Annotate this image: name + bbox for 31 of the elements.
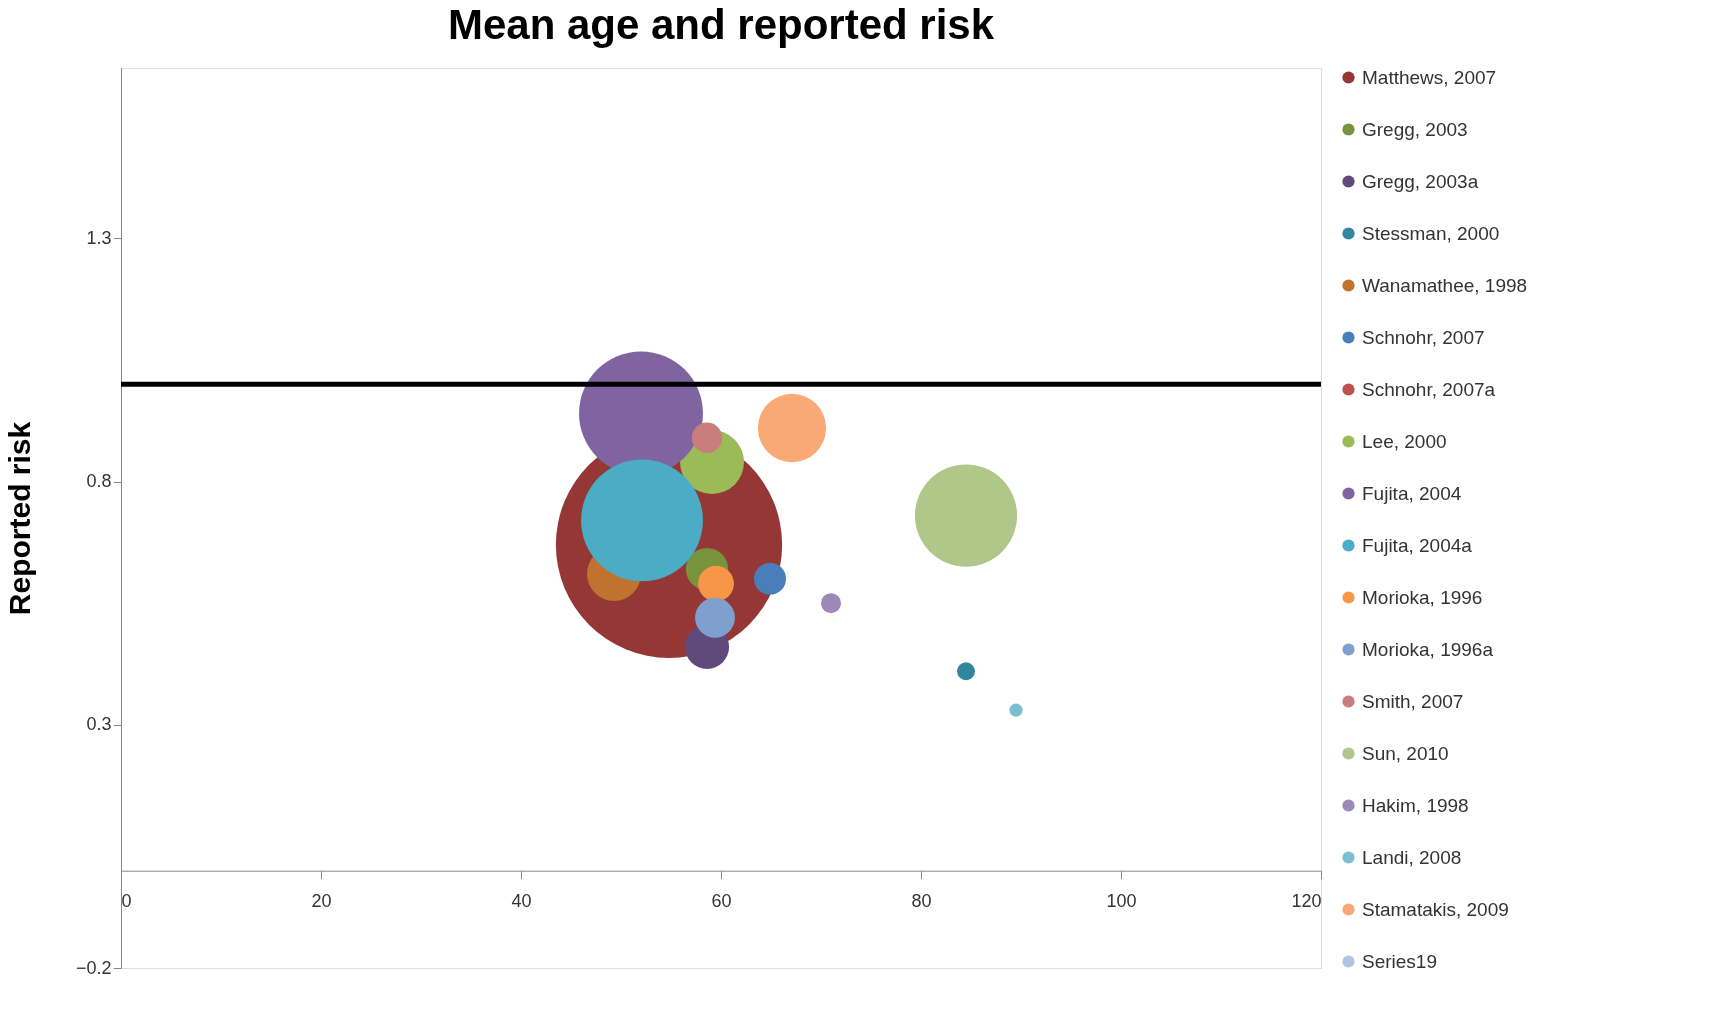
legend-label: Morioka, 1996a [1362,638,1494,660]
legend-label: Morioka, 1996 [1362,586,1483,608]
legend-label: Schnohr, 2007a [1362,378,1496,400]
x-tick-label: 80 [911,891,932,912]
chart-title: Mean age and reported risk [447,1,995,48]
legend-label: Fujita, 2004a [1362,534,1473,556]
legend-label: Sun, 2010 [1362,742,1449,764]
legend-label: Gregg, 2003 [1362,118,1468,140]
y-tick-label: 1.3 [86,227,112,248]
x-tick-label: 40 [511,891,532,912]
legend-label: Wanamathee, 1998 [1362,274,1528,296]
legend-label: Series19 [1362,950,1437,972]
x-tick-label: 0 [121,891,132,912]
x-tick-label: 120 [1291,891,1322,912]
x-tick-label: 20 [311,891,332,912]
y-tick-label: −0.2 [75,957,112,978]
legend-label: Stessman, 2000 [1362,222,1500,244]
legend-label: Stamatakis, 2009 [1362,898,1509,920]
legend-label: Gregg, 2003a [1362,170,1479,192]
y-tick-label: 0.8 [86,471,112,492]
legend-label: Hakim, 1998 [1362,794,1469,816]
legend-label: Fujita, 2004 [1362,482,1462,504]
legend-label: Landi, 2008 [1362,846,1462,868]
y-tick-label: 0.3 [86,714,112,735]
legend-label: Lee, 2000 [1362,430,1447,452]
x-tick-label: 60 [711,891,732,912]
x-tick-label: 100 [1106,891,1137,912]
legend-label: Matthews, 2007 [1362,66,1497,88]
y-axis-title: Reported risk [2,421,36,616]
legend-label: Schnohr, 2007 [1362,326,1485,348]
legend-label: Smith, 2007 [1362,690,1464,712]
